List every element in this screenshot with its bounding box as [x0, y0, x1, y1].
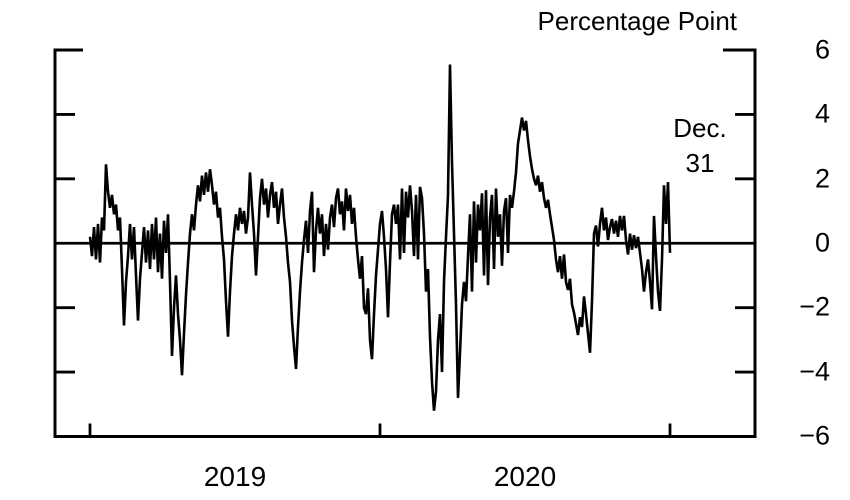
x-axis-year-label: 2019 [203, 461, 267, 492]
y-tick-label: 0 [814, 227, 830, 258]
y-axis-unit-title: Percentage Point [537, 6, 737, 36]
x-axis-year-label: 2020 [493, 461, 557, 492]
data-series-line [88, 64, 672, 411]
y-tick-label: 4 [814, 98, 830, 129]
endpoint-annotation-line2: 31 [685, 148, 715, 178]
y-tick-label: 2 [814, 163, 830, 194]
y-tick-label: −4 [799, 356, 830, 387]
y-tick-label: 6 [814, 34, 830, 65]
y-tick-label: −6 [799, 420, 830, 451]
endpoint-annotation: Dec. 31 [664, 111, 736, 181]
endpoint-annotation-line1: Dec. [673, 113, 727, 143]
y-tick-label: −2 [799, 291, 830, 322]
